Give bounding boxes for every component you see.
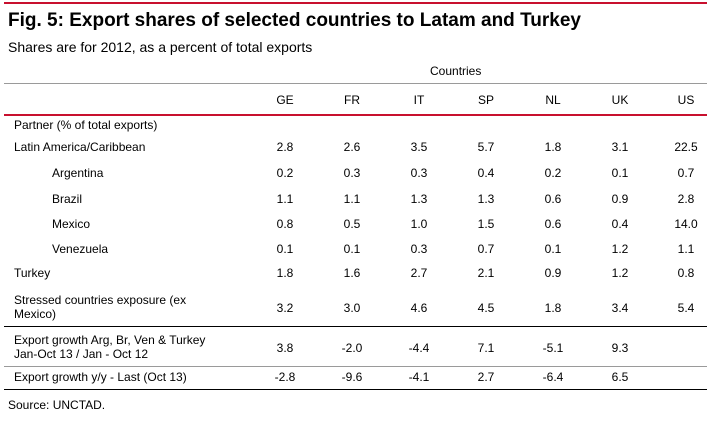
section-divider-rule <box>4 326 707 327</box>
table-cell: 0.4 <box>477 166 495 180</box>
table-cell: 0.4 <box>611 217 629 231</box>
header-group-rule <box>4 83 707 84</box>
row-label: Latin America/Caribbean <box>14 140 146 154</box>
table-cell: 22.5 <box>674 140 698 154</box>
table-cell: 1.6 <box>343 266 361 280</box>
row-divider-rule <box>4 366 707 367</box>
table-cell: 0.5 <box>343 217 361 231</box>
table-cell: 2.8 <box>276 140 294 154</box>
figure-title: Fig. 5: Export shares of selected countr… <box>8 10 581 31</box>
row-label: Turkey <box>14 266 51 280</box>
row-label-line1: Stressed countries exposure (ex <box>14 293 187 307</box>
table-cell: -9.6 <box>341 370 363 384</box>
table-cell: 0.2 <box>544 166 562 180</box>
table-cell: 3.2 <box>276 301 294 315</box>
table-cell: 1.8 <box>544 301 562 315</box>
table-cell: 2.8 <box>677 192 695 206</box>
table-cell: -2.0 <box>341 341 363 355</box>
column-header: UK <box>611 93 629 107</box>
row-label-line1: Export growth Arg, Br, Ven & Turkey <box>14 333 206 347</box>
partner-header: Partner (% of total exports) <box>14 118 158 132</box>
table-cell: -4.1 <box>408 370 430 384</box>
table-cell: 1.1 <box>276 192 294 206</box>
table-cell: 1.3 <box>477 192 495 206</box>
source-note: Source: UNCTAD. <box>8 398 106 412</box>
column-header: GE <box>276 93 294 107</box>
table-cell: 0.7 <box>677 166 695 180</box>
column-header: US <box>677 93 695 107</box>
table-bottom-rule <box>4 389 707 390</box>
table-cell: 3.0 <box>343 301 361 315</box>
table-cell: 1.3 <box>410 192 428 206</box>
table-cell: 1.5 <box>477 217 495 231</box>
table-cell: 14.0 <box>674 217 698 231</box>
table-cell: 0.3 <box>410 166 428 180</box>
row-label-line2: Mexico) <box>14 307 57 321</box>
table-cell: 2.7 <box>477 370 495 384</box>
table-cell: 1.2 <box>611 242 629 256</box>
table-cell: 1.1 <box>343 192 361 206</box>
table-cell: 0.2 <box>276 166 294 180</box>
table-cell: -6.4 <box>542 370 564 384</box>
table-cell: 0.1 <box>611 166 629 180</box>
table-cell: 3.4 <box>611 301 629 315</box>
column-group-label: Countries <box>430 64 482 78</box>
row-label: Venezuela <box>52 242 109 256</box>
table-cell: 4.6 <box>410 301 428 315</box>
table-cell: 0.6 <box>544 217 562 231</box>
table-cell: 2.6 <box>343 140 361 154</box>
table-cell: 3.8 <box>276 341 294 355</box>
table-cell: 1.8 <box>544 140 562 154</box>
column-header: IT <box>413 93 425 107</box>
table-cell: 0.8 <box>276 217 294 231</box>
table-cell: 0.1 <box>276 242 294 256</box>
table-cell: 0.8 <box>677 266 695 280</box>
table-cell: 9.3 <box>611 341 629 355</box>
table-cell: 0.9 <box>611 192 629 206</box>
column-header: SP <box>477 93 494 107</box>
table-cell: 0.3 <box>410 242 428 256</box>
table-cell: 4.5 <box>477 301 495 315</box>
table-cell: -2.8 <box>274 370 296 384</box>
table-cell: 1.1 <box>677 242 695 256</box>
table-cell: 0.7 <box>477 242 495 256</box>
row-label: Brazil <box>52 192 83 206</box>
column-header: FR <box>344 93 360 107</box>
table-cell: 0.1 <box>343 242 361 256</box>
table-cell: 0.1 <box>544 242 562 256</box>
row-label-line2: Jan-Oct 13 / Jan - Oct 12 <box>14 347 149 361</box>
top-accent-rule <box>4 2 707 4</box>
table-cell: 1.2 <box>611 266 629 280</box>
table-cell: 1.0 <box>410 217 428 231</box>
column-header: NL <box>545 93 561 107</box>
table-cell: 3.5 <box>410 140 428 154</box>
row-label: Argentina <box>52 166 104 180</box>
table-cell: 6.5 <box>611 370 629 384</box>
table-cell: 0.6 <box>544 192 562 206</box>
table-cell: -5.1 <box>542 341 564 355</box>
table-cell: 5.4 <box>677 301 695 315</box>
figure-subtitle: Shares are for 2012, as a percent of tot… <box>8 39 313 55</box>
table-cell: 2.1 <box>477 266 495 280</box>
table-cell: 3.1 <box>611 140 629 154</box>
table-cell: 7.1 <box>477 341 495 355</box>
table-cell: 0.3 <box>343 166 361 180</box>
table-cell: -4.4 <box>408 341 430 355</box>
header-divider-rule <box>4 114 707 116</box>
row-label: Mexico <box>52 217 91 231</box>
row-label: Export growth y/y - Last (Oct 13) <box>14 370 187 384</box>
table-cell: 2.7 <box>410 266 428 280</box>
table-cell: 5.7 <box>477 140 495 154</box>
table-cell: 0.9 <box>544 266 562 280</box>
table-cell: 1.8 <box>276 266 294 280</box>
